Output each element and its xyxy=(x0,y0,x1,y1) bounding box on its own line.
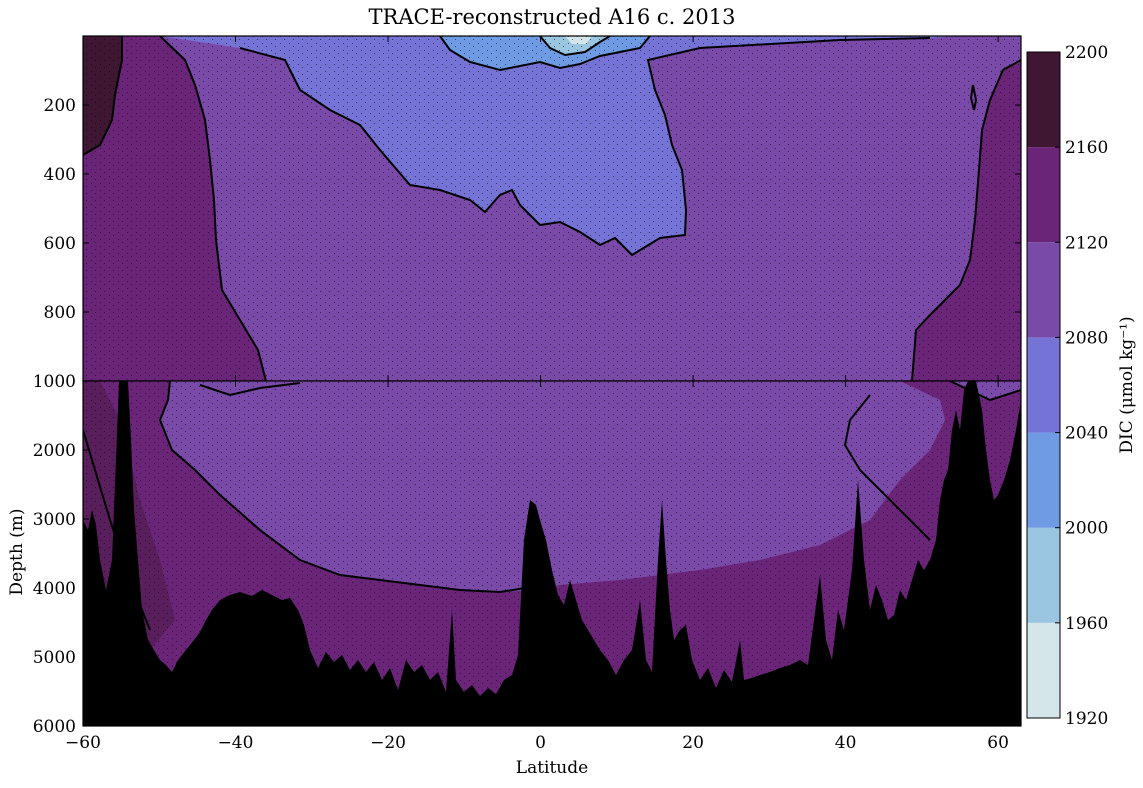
lower-contour-2120-right xyxy=(843,381,1021,541)
axes: −60 −40 −20 0 20 40 60 200 400 600 800 1000 2000 3000… xyxy=(33,36,1021,753)
colorbar-swatch xyxy=(1027,147,1060,243)
colorbar-swatch xyxy=(1027,242,1060,338)
colorbar-swatch xyxy=(1027,52,1060,148)
lower-panel xyxy=(83,381,1021,726)
upper-contour-island xyxy=(969,84,978,111)
x-tick-label: 40 xyxy=(835,733,857,753)
colorbar-tick-label: 2000 xyxy=(1065,519,1108,539)
upper-y-tick-label: 600 xyxy=(44,234,76,254)
x-tick-label: 20 xyxy=(682,733,704,753)
x-tick-label: −60 xyxy=(65,733,101,753)
lower-contour-2120-top xyxy=(199,382,301,397)
upper-stipple xyxy=(83,36,1021,381)
colorbar-swatch xyxy=(1027,527,1060,623)
x-tick-label: −20 xyxy=(370,733,406,753)
colorbar-swatch xyxy=(1027,622,1060,718)
lower-y-tick-label: 5000 xyxy=(33,648,76,668)
colorbar-frame xyxy=(1026,51,1061,719)
upper-y-tick-label: 400 xyxy=(44,165,76,185)
upper-y-tick-label: 200 xyxy=(44,96,76,116)
colorbar-tick-label: 1960 xyxy=(1065,614,1108,634)
colorbar-tick-label: 2080 xyxy=(1065,328,1108,348)
lower-y-tick-label: 2000 xyxy=(33,441,76,461)
colorbar-tick-label: 2120 xyxy=(1065,233,1108,253)
colorbar-tick-label: 2040 xyxy=(1065,424,1108,444)
colorbar-label: DIC (μmol kg⁻¹) xyxy=(1117,316,1137,453)
lower-y-tick-label: 6000 xyxy=(33,717,76,737)
upper-contour-2160-right xyxy=(911,59,1021,381)
colorbar-swatch xyxy=(1027,337,1060,433)
seafloor-bathymetry xyxy=(83,381,1021,726)
upper-y-tick-label: 1000 xyxy=(33,372,76,392)
x-tick-label: −40 xyxy=(218,733,254,753)
x-axis-label: Latitude xyxy=(516,758,588,778)
colorbar-swatch xyxy=(1027,432,1060,528)
upper-contour-2000 xyxy=(539,36,611,57)
colorbar: 1920 1960 2000 2040 2080 2120 2160 2200 xyxy=(1026,43,1108,729)
upper-contour-2200-left xyxy=(83,36,123,156)
lower-panel-frame xyxy=(82,380,1022,727)
upper-contour-2160-left xyxy=(159,36,267,381)
lower-y-tick-label: 3000 xyxy=(33,510,76,530)
x-tick-label: 0 xyxy=(535,733,546,753)
upper-contour-2080 xyxy=(239,37,931,257)
colorbar-tick-label: 1920 xyxy=(1065,709,1108,729)
lower-contour-2120 xyxy=(158,381,541,594)
y-axis-label: Depth (m) xyxy=(7,508,27,595)
colorbar-tick-label: 2200 xyxy=(1065,43,1108,63)
upper-contour-2040 xyxy=(439,36,651,72)
x-tick-label: 60 xyxy=(987,733,1009,753)
upper-y-tick-label: 800 xyxy=(44,303,76,323)
lower-y-tick-label: 4000 xyxy=(33,579,76,599)
chart-title: TRACE-reconstructed A16 c. 2013 xyxy=(369,5,736,29)
colorbar-tick-label: 2160 xyxy=(1065,138,1108,158)
upper-panel xyxy=(83,36,1021,381)
